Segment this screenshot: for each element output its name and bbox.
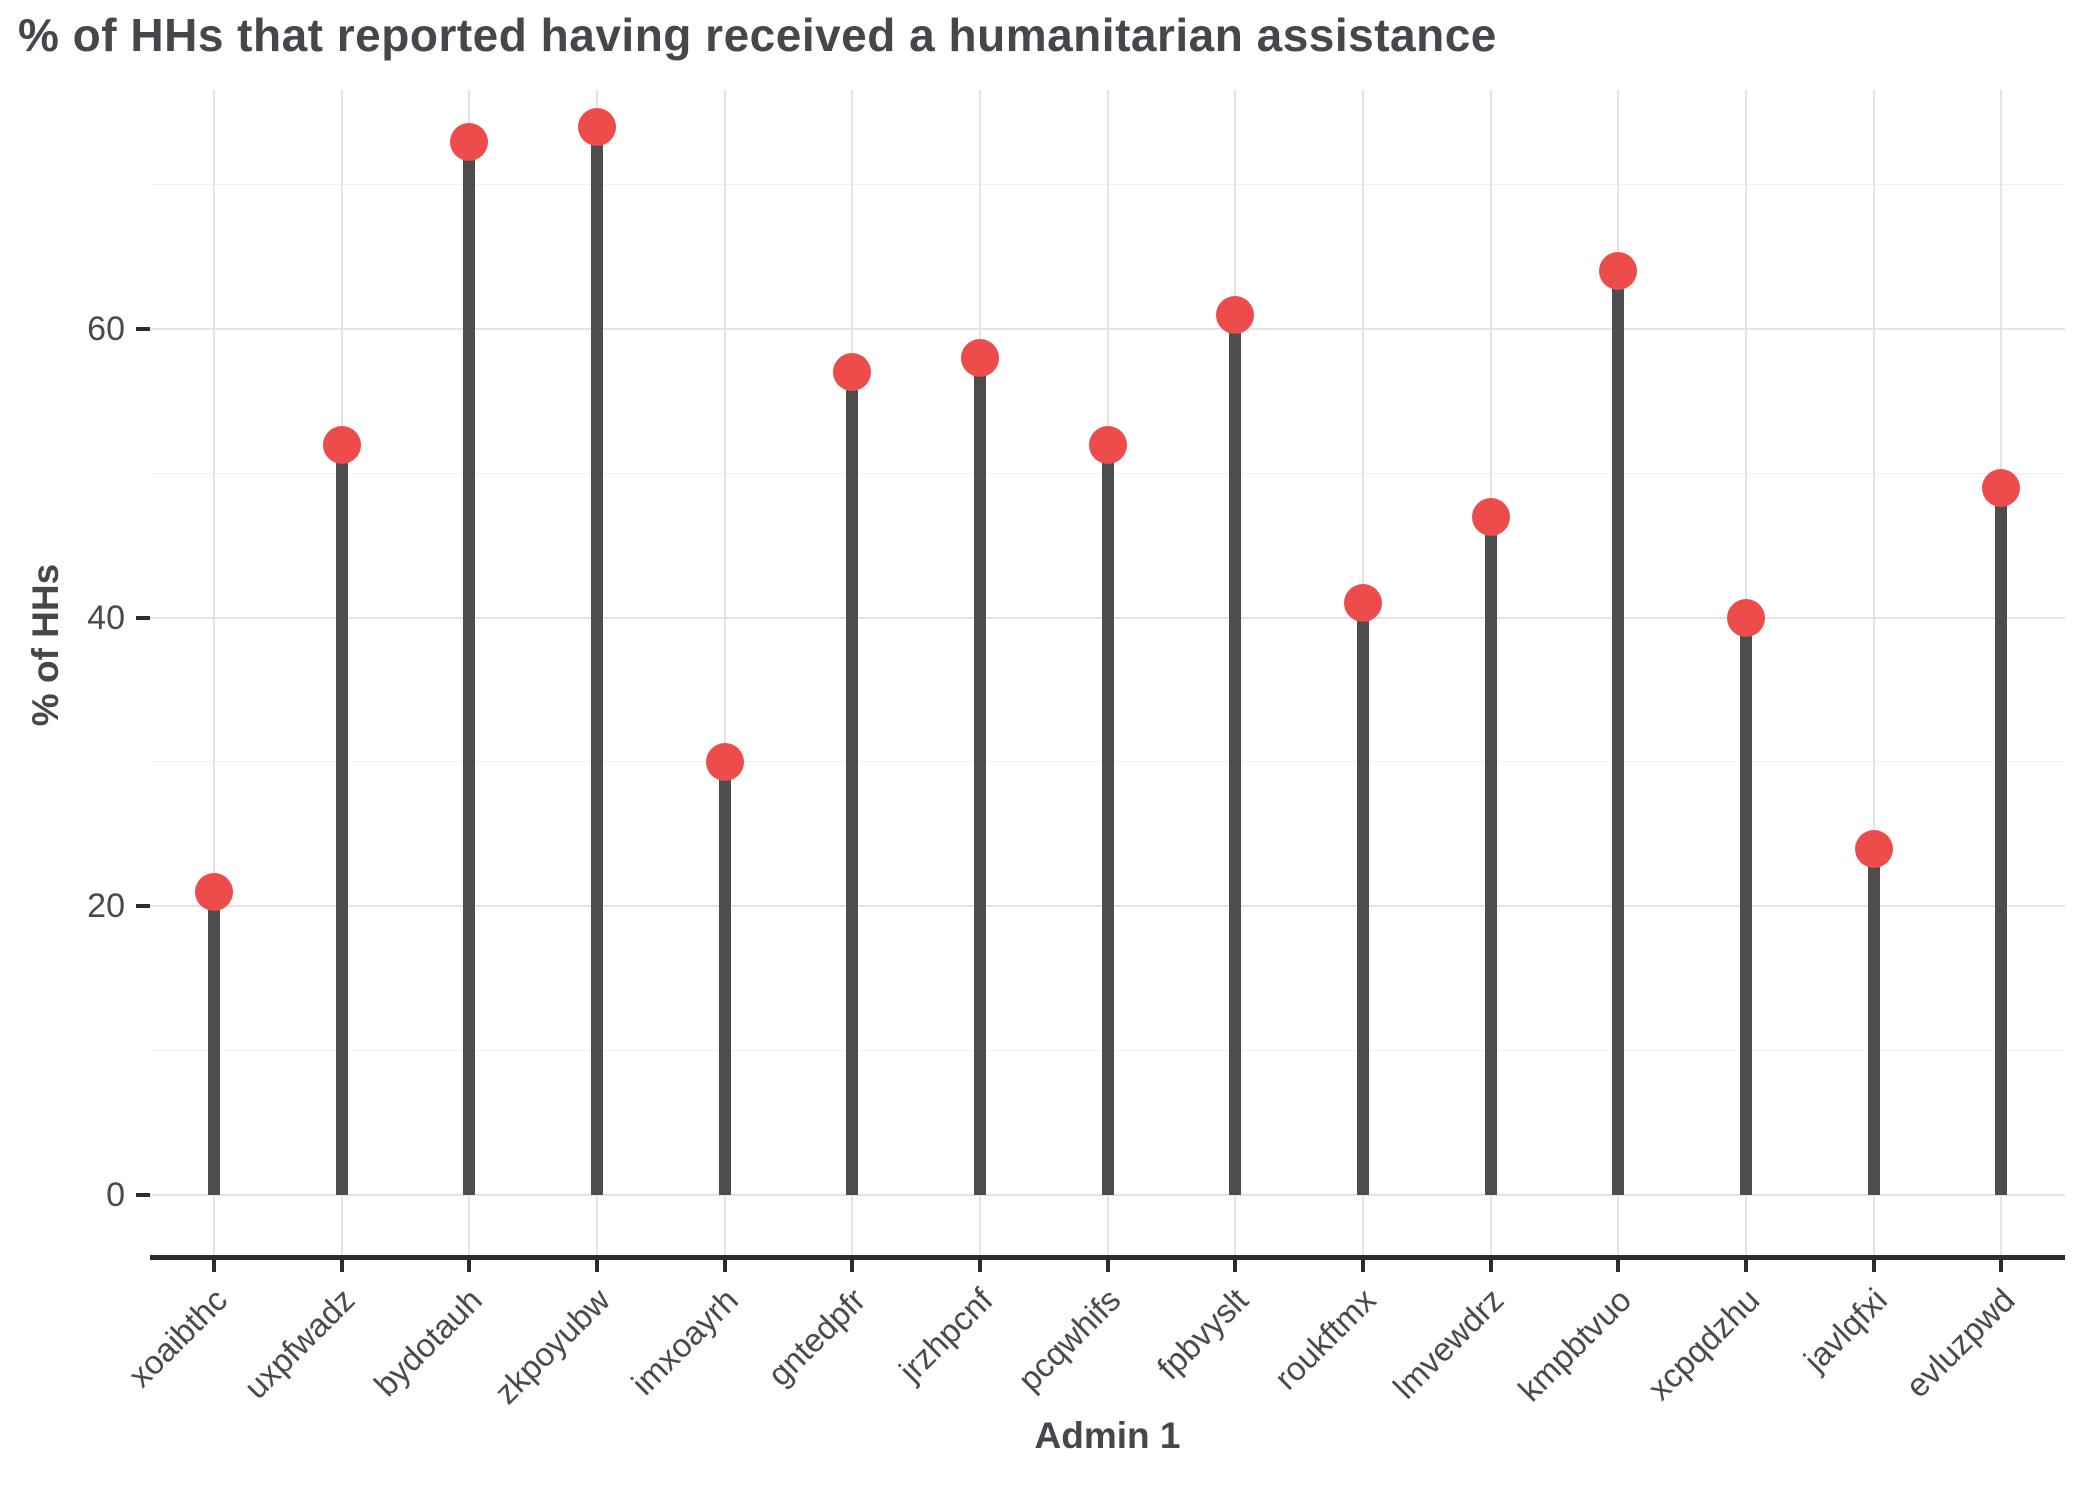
gridline-major-v [212,90,215,1255]
y-tick-mark [136,615,150,620]
lollipop-stem [463,141,476,1195]
x-tick-mark [339,1260,344,1272]
y-tick-label: 60 [87,310,125,349]
lollipop-stem [718,762,731,1195]
x-tick-label: roukftmx [1267,1281,1384,1397]
x-tick-mark [1488,1260,1493,1272]
lollipop-stem [1739,617,1752,1195]
lollipop-stem [1867,848,1880,1195]
lollipop-dot [322,425,361,464]
x-tick-mark [1616,1260,1621,1272]
lollipop-dot [960,339,999,378]
x-tick-mark [1360,1260,1365,1272]
lollipop-stem [1995,487,2008,1195]
lollipop-dot [194,872,233,911]
y-tick-mark [136,1193,150,1197]
gridline-major-v [1872,90,1875,1255]
x-tick-mark [594,1260,599,1272]
lollipop-stem [1101,444,1114,1195]
chart-panel: 0 20 40 60 xoaibthc uxpfwadz bydotauh zkpoyubw i… [87,90,2065,1411]
x-tick-label: xoaibthc [120,1281,235,1395]
lollipop-stem [207,891,220,1195]
lollipop-dot [1726,598,1765,637]
x-tick-label: zkpoyubw [487,1281,618,1411]
x-axis-title: Admin 1 [1034,1415,1181,1456]
x-tick-label: gntedpfr [760,1281,873,1393]
y-tick-mark [136,327,150,332]
x-tick-label: bydotauh [367,1281,490,1404]
x-tick-mark [1871,1260,1876,1272]
lollipop-stem [1484,516,1497,1195]
x-tick-label: lmvewdrz [1385,1281,1511,1406]
x-tick-mark [850,1260,855,1272]
lollipop-stem [590,127,603,1195]
x-tick-label: jrzhpcnf [892,1281,1001,1389]
x-tick-mark [722,1260,727,1272]
x-tick-mark [1743,1260,1748,1272]
x-tick-label: fpbvyslt [1150,1281,1256,1387]
lollipop-dot [1471,497,1510,536]
x-tick-label: imxoayrh [623,1281,745,1402]
x-tick-label: javlqfxi [1796,1281,1894,1379]
lollipop-dot [1088,425,1127,464]
lollipop-dot [833,353,872,392]
x-tick-mark [211,1260,216,1272]
x-tick-label: uxpfwadz [236,1281,362,1406]
y-tick-label: 40 [87,598,125,637]
x-tick-mark [977,1260,982,1272]
lollipop-stem [335,444,348,1195]
lollipop-dot [1854,829,1893,868]
x-tick-label: pcqwhifs [1010,1281,1128,1398]
lollipop-dot [450,122,489,161]
x-tick-mark [467,1260,472,1272]
lollipop-stem [973,358,986,1195]
lollipop-stem [1612,271,1625,1195]
y-tick-label: 20 [87,887,125,926]
lollipop-stem [1229,314,1242,1195]
lollipop-dot [1343,584,1382,623]
y-tick-mark [136,904,150,909]
lollipop-dot [577,108,616,147]
lollipop-dot [1982,468,2021,507]
lollipop-stem [846,372,859,1195]
x-tick-label: evluzpwd [1897,1281,2022,1405]
lollipop-dot [1599,252,1638,291]
x-tick-mark [1105,1260,1110,1272]
x-tick-label: xcpqdzhu [1639,1281,1767,1408]
lollipop-dot [1216,295,1255,334]
x-tick-mark [1233,1260,1238,1272]
y-tick-label: 0 [106,1176,125,1214]
x-tick-label: kmpbtvuo [1511,1281,1639,1409]
lollipop-stem [1356,603,1369,1195]
x-tick-mark [1999,1260,2004,1272]
gridline-major-v [723,90,726,1255]
page-title: % of HHs that reported having received a… [18,9,1497,61]
lollipop-dot [705,743,744,782]
y-axis-title: % of HHs [25,563,66,727]
